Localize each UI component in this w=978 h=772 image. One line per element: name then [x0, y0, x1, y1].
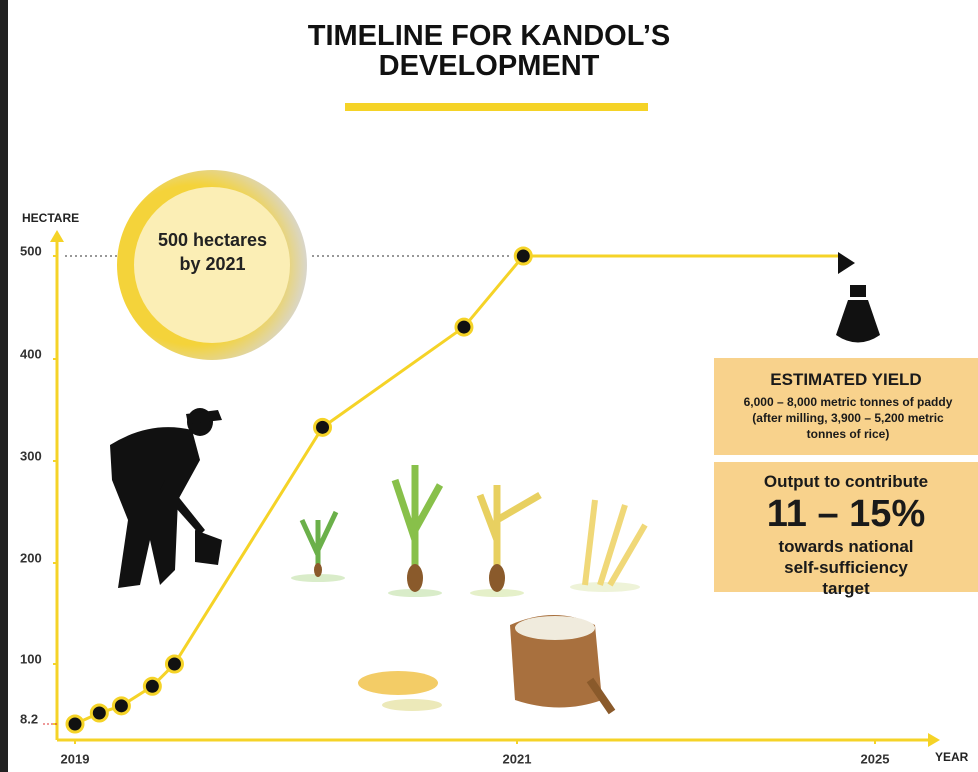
output-lead: Output to contribute [714, 472, 978, 492]
farmer-illustration [110, 408, 222, 588]
data-point [315, 419, 331, 435]
y-axis-label: HECTARE [22, 211, 79, 225]
x-tick-label: 2021 [503, 751, 532, 766]
data-point [144, 678, 160, 694]
data-point [166, 656, 182, 672]
x-tick-label: 2025 [861, 751, 890, 766]
data-point [456, 319, 472, 335]
title-underline [345, 103, 648, 111]
data-point [91, 705, 107, 721]
frame-edge [0, 0, 8, 772]
y-tick-label: 500 [20, 243, 42, 258]
output-box: Output to contribute 11 – 15% towards na… [714, 462, 978, 592]
data-point [113, 698, 129, 714]
data-point [67, 716, 83, 732]
output-text: towards national self-sufficiency target [769, 536, 923, 599]
annotation-wrap: 500 hectares by 2021 [150, 228, 275, 288]
sack-icon [836, 252, 880, 343]
y-tick-label: 8.2 [20, 711, 38, 726]
output-figure: 11 – 15% [714, 492, 978, 536]
page: TIMELINE FOR KANDOL’SDEVELOPMENT 500 hec… [0, 0, 978, 772]
data-point [515, 248, 531, 264]
y-tick-label: 300 [20, 448, 42, 463]
y-tick-label: 200 [20, 550, 42, 565]
x-axis-arrow [928, 733, 940, 747]
yield-box: ESTIMATED YIELD 6,000 – 8,000 metric ton… [714, 358, 978, 455]
annotation: 500 hectares by 2021 [150, 228, 275, 276]
x-tick-label: 2019 [61, 751, 90, 766]
y-tick-label: 100 [20, 651, 42, 666]
yield-title: ESTIMATED YIELD [714, 370, 978, 390]
yield-text: 6,000 – 8,000 metric tonnes of paddy (af… [734, 394, 962, 442]
plant-illustrations [291, 465, 645, 712]
y-tick-label: 400 [20, 346, 42, 361]
x-axis-label: YEAR [935, 750, 969, 764]
y-axis-arrow [50, 230, 64, 242]
